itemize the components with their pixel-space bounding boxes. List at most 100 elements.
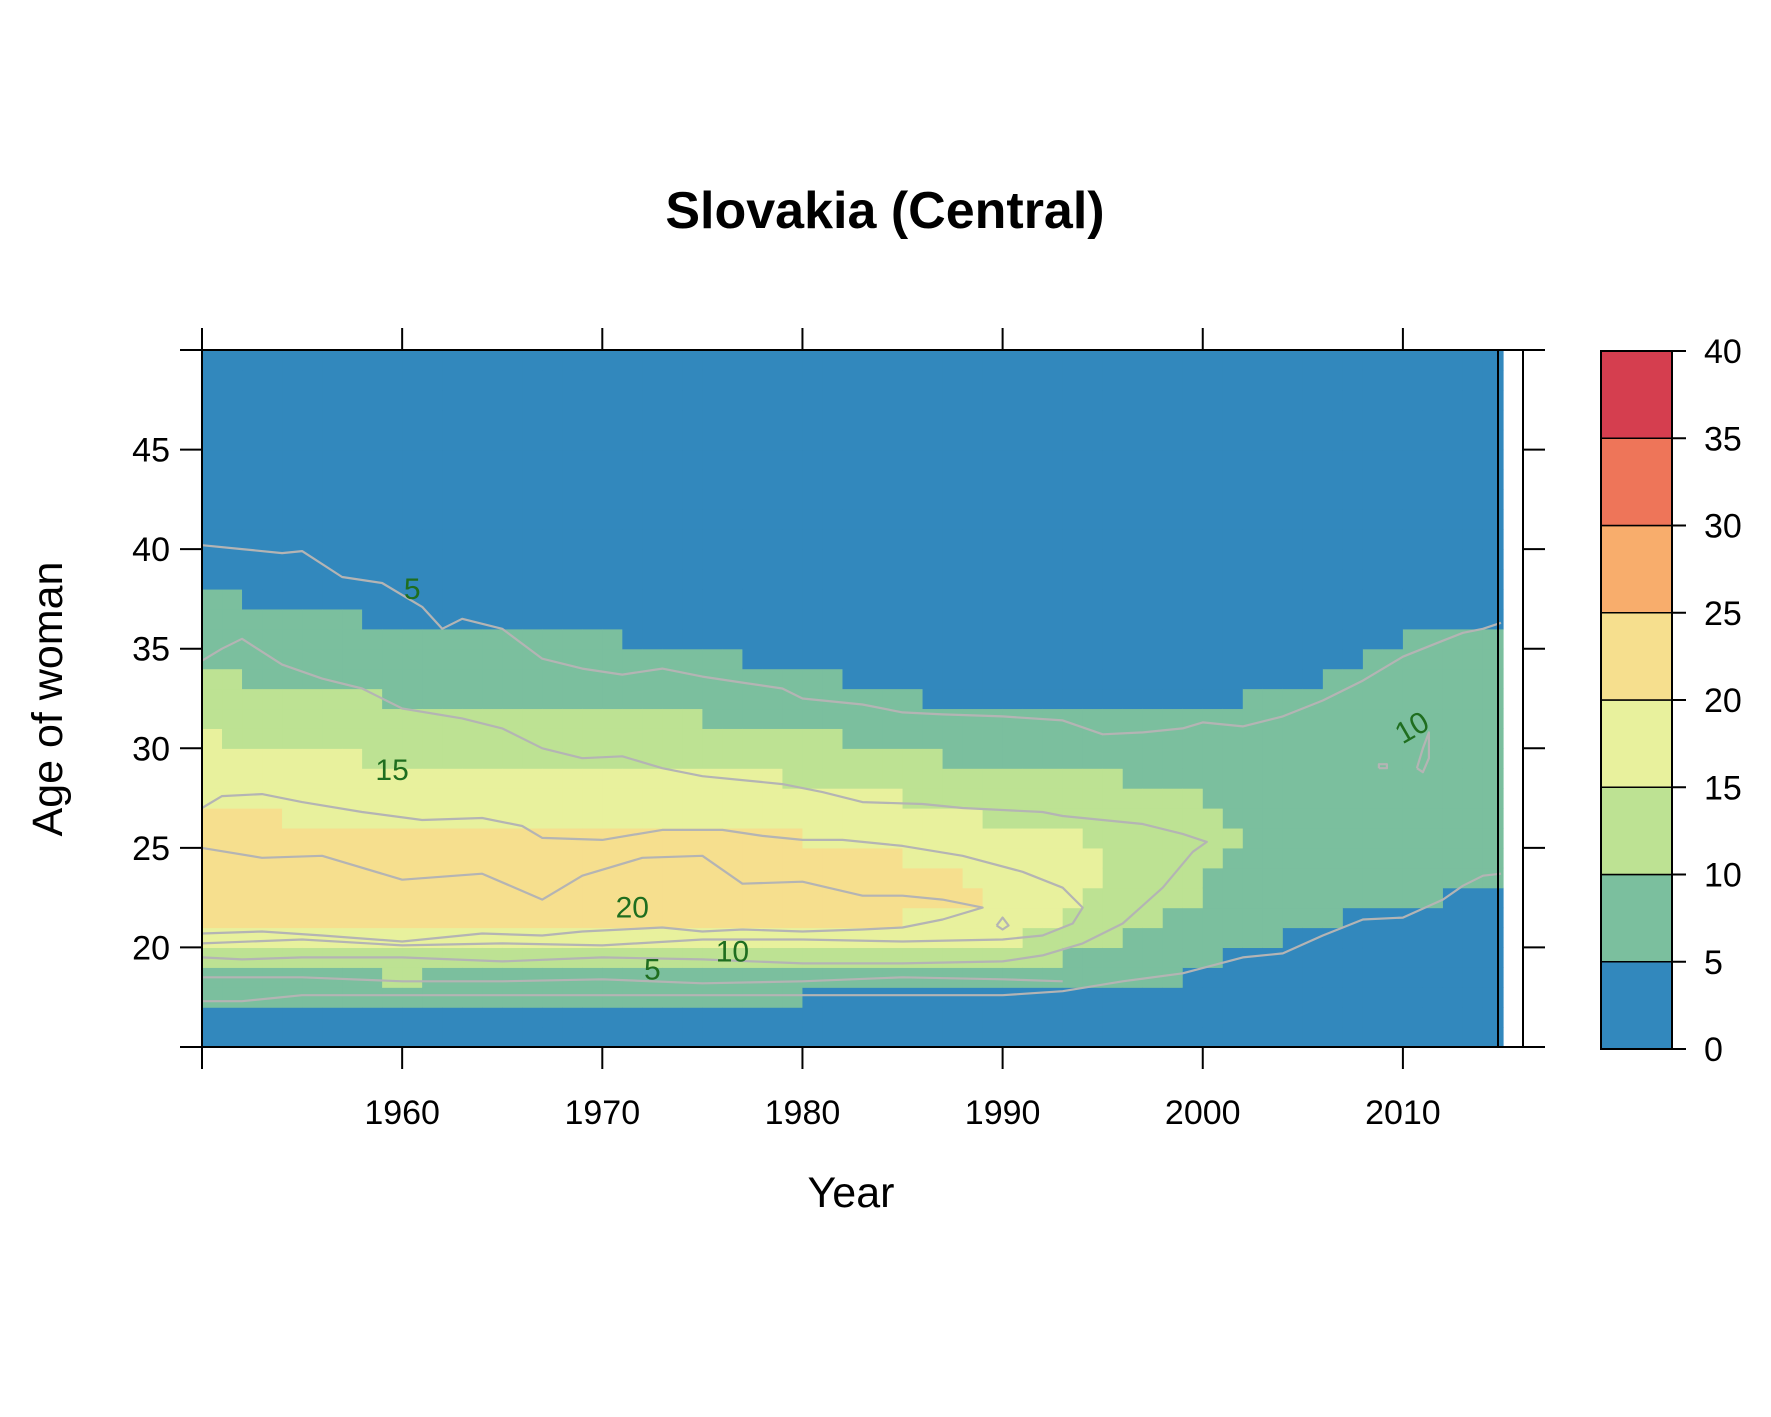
heatmap-cell xyxy=(622,429,643,451)
heatmap-cell xyxy=(1082,628,1104,650)
heatmap-cell xyxy=(442,668,463,690)
heatmap-cell xyxy=(902,728,924,749)
heatmap-cell xyxy=(242,1027,263,1048)
y-axis-label: Age of woman xyxy=(24,562,72,837)
heatmap-cell xyxy=(482,967,503,988)
heatmap-cell xyxy=(682,489,703,510)
heatmap-cell xyxy=(1442,947,1464,968)
heatmap-cell xyxy=(1022,369,1044,391)
heatmap-cell xyxy=(1022,569,1044,590)
heatmap-cell xyxy=(342,489,363,510)
heatmap-cell xyxy=(202,788,223,809)
heatmap-cell xyxy=(262,449,283,471)
heatmap-cell xyxy=(482,927,503,949)
heatmap-cell xyxy=(402,987,423,1008)
heatmap-cell xyxy=(1022,907,1044,929)
heatmap-cell xyxy=(202,827,223,849)
heatmap-cell xyxy=(1282,429,1304,451)
heatmap-cell xyxy=(1342,688,1364,710)
heatmap-cell xyxy=(322,728,343,749)
heatmap-cell xyxy=(962,748,984,769)
heatmap-cell xyxy=(682,907,703,929)
heatmap-cell xyxy=(902,628,924,650)
heatmap-cell xyxy=(262,1007,283,1028)
heatmap-cell xyxy=(382,827,403,849)
heatmap-cell xyxy=(1082,1027,1104,1048)
heatmap-cell xyxy=(1222,549,1244,570)
heatmap-cell xyxy=(702,808,723,829)
heatmap-cell xyxy=(1362,768,1384,789)
heatmap-cell xyxy=(242,409,263,431)
heatmap-cell xyxy=(602,808,623,829)
heatmap-cell xyxy=(682,987,703,1008)
heatmap-cell xyxy=(282,529,303,550)
heatmap-cell xyxy=(462,788,483,809)
heatmap-cell xyxy=(982,648,1004,670)
heatmap-cell xyxy=(982,509,1004,530)
heatmap-cell xyxy=(1402,688,1424,710)
heatmap-cell xyxy=(1222,449,1244,471)
heatmap-cell xyxy=(602,728,623,749)
heatmap-cell xyxy=(842,389,864,411)
heatmap-cell xyxy=(1102,907,1124,929)
heatmap-cell xyxy=(902,469,924,490)
heatmap-cell xyxy=(202,350,223,371)
heatmap-cell xyxy=(282,429,303,451)
heatmap-cell xyxy=(1062,549,1084,570)
heatmap-cell xyxy=(1222,389,1244,411)
heatmap-cell xyxy=(622,708,643,729)
heatmap-cell xyxy=(1102,449,1124,471)
heatmap-cell xyxy=(1022,409,1044,431)
heatmap-cell xyxy=(902,847,924,869)
heatmap-cell xyxy=(362,469,383,490)
heatmap-cell xyxy=(942,529,964,550)
heatmap-cell xyxy=(1342,529,1364,550)
heatmap-cell xyxy=(1342,927,1364,949)
heatmap-cell xyxy=(422,788,443,809)
heatmap-cell xyxy=(842,967,864,988)
heatmap-cell xyxy=(1002,867,1024,889)
heatmap-cell xyxy=(942,350,964,371)
heatmap-cell xyxy=(462,628,483,650)
heatmap-cell xyxy=(602,389,623,411)
heatmap-cell xyxy=(522,688,543,710)
heatmap-cell xyxy=(962,768,984,789)
heatmap-cell xyxy=(342,389,363,411)
heatmap-cell xyxy=(982,369,1004,391)
heatmap-cell xyxy=(462,967,483,988)
heatmap-cell xyxy=(862,847,884,869)
heatmap-cell xyxy=(322,409,343,431)
heatmap-cell xyxy=(1302,509,1324,530)
heatmap-cell xyxy=(1102,668,1124,690)
heatmap-cell xyxy=(902,987,924,1008)
heatmap-cell xyxy=(1382,668,1404,690)
heatmap-cell xyxy=(282,588,303,610)
heatmap-cell xyxy=(542,588,563,610)
heatmap-cell xyxy=(1462,529,1484,550)
heatmap-cell xyxy=(302,887,323,909)
heatmap-cell xyxy=(1202,449,1224,471)
heatmap-cell xyxy=(382,907,403,929)
heatmap-cell xyxy=(1242,887,1264,909)
heatmap-cell xyxy=(802,588,824,610)
heatmap-cell xyxy=(1062,967,1084,988)
heatmap-cell xyxy=(642,1007,663,1028)
heatmap-cell xyxy=(642,588,663,610)
heatmap-cell xyxy=(1442,688,1464,710)
contour-line-10 xyxy=(202,976,1063,985)
heatmap-cell xyxy=(422,369,443,391)
heatmap-cell xyxy=(702,389,723,411)
heatmap-cell xyxy=(1182,449,1204,471)
heatmap-cell xyxy=(1042,509,1064,530)
heatmap-cell xyxy=(1282,608,1304,630)
heatmap-cell xyxy=(262,489,283,510)
heatmap-cell xyxy=(1482,429,1504,451)
heatmap-cell xyxy=(262,350,283,371)
heatmap-cell xyxy=(202,429,223,451)
heatmap-cell xyxy=(342,369,363,391)
heatmap-cell xyxy=(882,947,904,968)
heatmap-cell xyxy=(1442,847,1464,869)
heatmap-cell xyxy=(1382,987,1404,1008)
heatmap-cell xyxy=(682,1027,703,1048)
